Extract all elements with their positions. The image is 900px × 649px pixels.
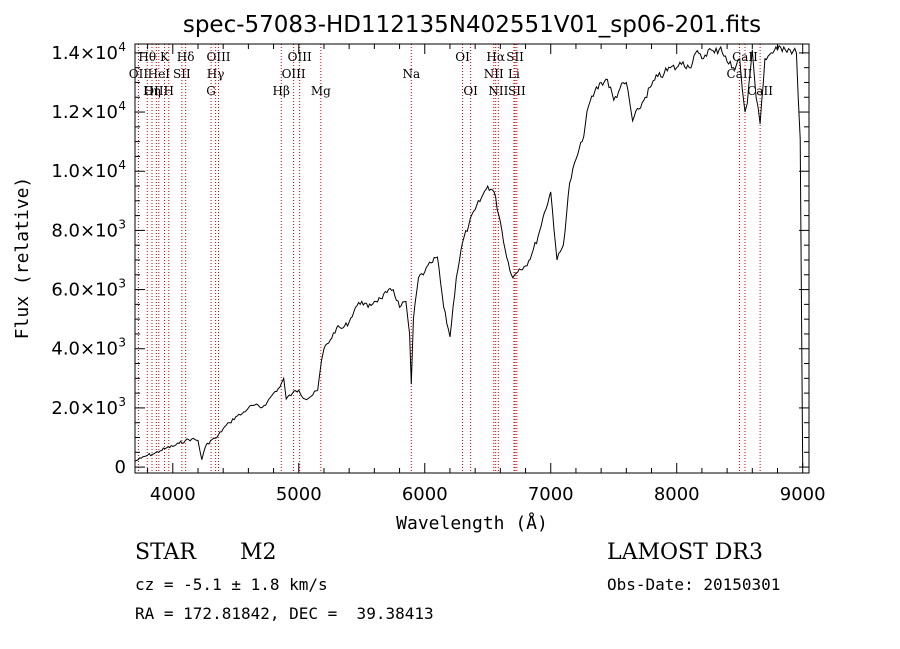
spectral-line-label: CaII	[747, 84, 773, 98]
obs-date: Obs-Date: 20150301	[607, 575, 781, 594]
y-tick-mantissa: 8.0×10	[51, 220, 118, 241]
y-tick-exponent: 4	[118, 158, 126, 172]
x-axis-label: Wavelength (Å)	[396, 512, 548, 534]
x-tick-label: 8000	[654, 484, 700, 505]
y-tick-label: 4.0×10	[51, 339, 118, 360]
spectral-line-label: Na	[402, 67, 420, 81]
spectral-line-label: OIII	[288, 50, 312, 64]
spectral-line-label: CaII	[732, 50, 758, 64]
plot-frame	[134, 43, 810, 474]
spectral-line-markers	[137, 44, 761, 473]
spectral-line-label: K	[160, 50, 170, 64]
x-tick-label: 4000	[150, 484, 196, 505]
spectral-line-label: OIII	[144, 84, 168, 98]
y-tick-mantissa: 1.0×10	[51, 161, 118, 182]
spectral-line-label: HeI	[148, 67, 171, 81]
x-tick-label: 9000	[780, 484, 826, 505]
y-tick-label: 1.4×10	[51, 43, 118, 64]
flux-series-line	[134, 45, 804, 468]
y-tick-label: 1.2×10	[51, 102, 118, 123]
y-tick-label: 1.0×10	[51, 161, 118, 182]
spectral-line-label: CaII	[727, 67, 753, 81]
spectral-line-label: Hδ	[177, 50, 195, 64]
spectral-line-label: NII	[484, 67, 504, 81]
y-tick-mantissa: 4.0×10	[51, 339, 118, 360]
y-tick-mantissa: 1.4×10	[51, 43, 118, 64]
y-tick-exponent: 3	[118, 217, 126, 231]
spectral-line-label: Hη	[143, 84, 161, 98]
chart-title: spec-57083-HD112135N402551V01_sp06-201.f…	[183, 12, 761, 38]
y-axis-label: Flux (relative)	[12, 177, 33, 340]
y-tick-exponent: 3	[118, 277, 126, 291]
spectral-line-label: SII	[173, 67, 191, 81]
spectral-line-label: OIII	[282, 67, 306, 81]
spectral-line-label: SII	[508, 84, 526, 98]
y-tick-mantissa: 6.0×10	[51, 280, 118, 301]
y-tick-exponent: 4	[118, 40, 126, 54]
spectral-line-label: Hβ	[273, 84, 290, 98]
y-tick-exponent: 4	[118, 99, 126, 113]
spectral-line-label: OII	[129, 67, 149, 81]
redshift-cz: cz = -5.1 ± 1.8 km/s	[135, 575, 328, 594]
spectral-line-labels: Hθ OII OIII K Hη HeI H SII Hδ OIII Hγ G Hβ OIII OIII Mg…	[129, 50, 774, 98]
y-tick-label: 0	[115, 457, 126, 478]
y-tick-mantissa: 1.2×10	[51, 102, 118, 123]
spectral-line-label: Hθ	[138, 50, 156, 64]
y-tick-exponent: 3	[118, 395, 126, 409]
y-tick-exponent: 3	[118, 336, 126, 350]
spectral-line-label: NII	[488, 84, 508, 98]
y-tick-mantissa: 2.0×10	[51, 398, 118, 419]
spectral-line-label: SII	[506, 50, 524, 64]
object-subclass: M2	[240, 540, 277, 565]
x-tick-label: 5000	[276, 484, 322, 505]
spectral-line-label: Hγ	[207, 67, 225, 81]
coordinates: RA = 172.81842, DEC = 39.38413	[135, 604, 434, 623]
spectral-line-label: G	[206, 84, 216, 98]
spectral-line-label: H	[164, 84, 174, 98]
spectral-line-label: OIII	[206, 50, 230, 64]
spectral-line-label: OI	[463, 84, 478, 98]
spectral-line-label: OI	[455, 50, 470, 64]
y-tick-label: 2.0×10	[51, 398, 118, 419]
object-class: STAR	[135, 540, 196, 565]
x-tick-label: 6000	[402, 484, 448, 505]
x-tick-label: 7000	[528, 484, 574, 505]
y-tick-label: 8.0×10	[51, 220, 118, 241]
y-tick-mantissa: 0	[115, 457, 126, 478]
y-tick-label: 6.0×10	[51, 280, 118, 301]
survey-name: LAMOST DR3	[607, 540, 763, 565]
spectral-line-label: Mg	[311, 84, 331, 98]
spectral-line-label: Li	[508, 67, 520, 81]
spectral-line-label: Hα	[486, 50, 505, 64]
